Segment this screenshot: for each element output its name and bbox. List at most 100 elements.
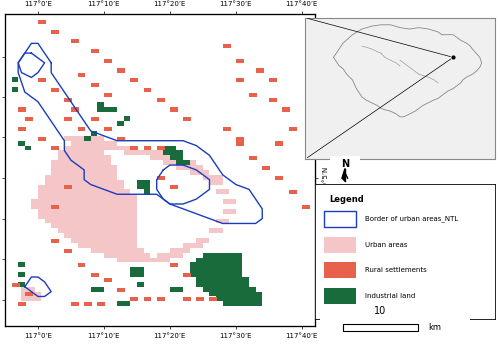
Bar (249, 156, 257, 160)
Bar (104, 170, 110, 175)
Bar (90, 194, 98, 199)
Bar (78, 204, 84, 209)
Bar (38, 189, 44, 194)
Bar (90, 248, 98, 253)
Bar (28, 292, 34, 296)
Bar (130, 78, 138, 82)
Bar (104, 59, 112, 63)
Bar (78, 189, 84, 194)
Bar (288, 127, 296, 131)
Bar (25, 292, 32, 296)
Bar (64, 165, 71, 170)
Bar (196, 262, 203, 267)
Bar (32, 204, 38, 209)
Bar (190, 243, 196, 248)
Bar (84, 141, 90, 145)
Bar (137, 258, 143, 262)
Bar (196, 272, 203, 277)
Bar (90, 214, 98, 219)
Bar (32, 199, 38, 204)
Bar (98, 223, 104, 228)
Bar (71, 170, 78, 175)
Bar (130, 204, 137, 209)
Bar (104, 238, 110, 243)
Bar (196, 165, 203, 170)
Bar (98, 160, 104, 165)
Bar (110, 204, 117, 209)
Bar (164, 145, 176, 155)
Bar (51, 88, 59, 92)
Bar (78, 243, 84, 248)
Bar (190, 160, 196, 165)
Bar (110, 228, 117, 233)
Bar (104, 228, 110, 233)
Bar (176, 155, 183, 160)
Bar (98, 194, 104, 199)
Bar (110, 209, 117, 214)
Bar (104, 93, 112, 97)
Bar (64, 204, 71, 209)
Bar (164, 150, 170, 155)
Bar (90, 238, 98, 243)
Bar (90, 155, 98, 160)
Bar (150, 258, 156, 262)
Bar (249, 292, 256, 296)
Bar (58, 209, 64, 214)
Bar (64, 233, 71, 238)
Bar (98, 214, 104, 219)
Bar (216, 228, 222, 233)
Bar (156, 146, 164, 150)
Bar (170, 160, 176, 165)
Bar (98, 175, 104, 180)
Bar (98, 136, 104, 141)
Bar (156, 258, 164, 262)
Bar (117, 219, 123, 223)
Bar (210, 267, 216, 272)
Bar (156, 150, 164, 155)
Polygon shape (342, 169, 345, 181)
Bar (210, 282, 216, 287)
Bar (84, 136, 90, 141)
Bar (124, 248, 130, 253)
Bar (222, 44, 230, 48)
Bar (64, 145, 71, 150)
Bar (78, 194, 84, 199)
Bar (78, 175, 84, 180)
Bar (276, 142, 283, 145)
Bar (78, 228, 84, 233)
Bar (71, 160, 78, 165)
Bar (104, 278, 112, 282)
Bar (203, 262, 209, 267)
Bar (190, 262, 196, 267)
Bar (222, 292, 230, 296)
Bar (144, 150, 150, 155)
Bar (71, 204, 78, 209)
Bar (84, 175, 90, 180)
Bar (222, 219, 230, 223)
Bar (164, 253, 170, 257)
Bar (110, 194, 117, 199)
Bar (64, 175, 71, 180)
Bar (117, 209, 123, 214)
Bar (222, 277, 230, 282)
Bar (18, 302, 26, 306)
Bar (104, 209, 110, 214)
Text: km: km (428, 324, 441, 332)
Bar (51, 214, 58, 219)
Bar (236, 253, 242, 257)
Bar (210, 297, 218, 301)
Bar (71, 209, 78, 214)
Bar (176, 160, 183, 165)
Bar (51, 199, 58, 204)
Bar (144, 189, 150, 194)
Bar (117, 204, 123, 209)
Bar (64, 228, 71, 233)
Bar (130, 258, 137, 262)
Bar (98, 141, 104, 145)
Bar (242, 292, 249, 296)
Bar (104, 194, 110, 199)
Bar (269, 78, 276, 82)
Bar (104, 189, 110, 194)
Bar (176, 253, 183, 257)
Bar (110, 189, 117, 194)
